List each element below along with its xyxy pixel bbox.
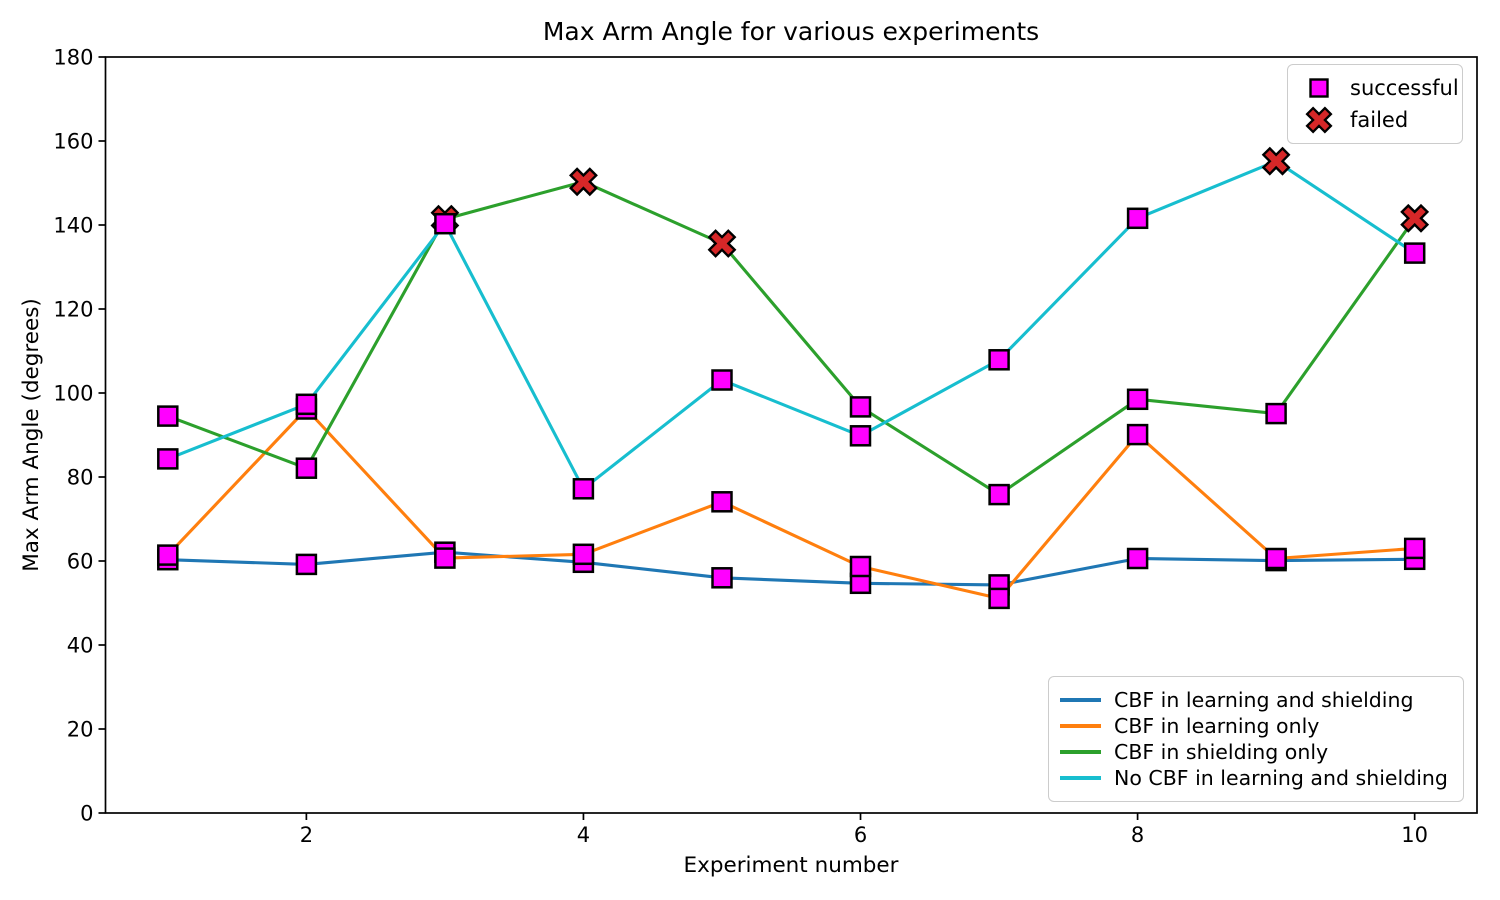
legend-label: No CBF in learning and shielding (1114, 766, 1448, 790)
y-tick-label: 80 (67, 466, 94, 490)
series-line-0 (166, 550, 1417, 587)
legend-label: CBF in learning and shielding (1114, 688, 1414, 712)
legend-item-series-0: CBF in learning and shielding (1049, 687, 1463, 713)
x-tick-label: 4 (577, 823, 590, 847)
y-tick-label: 180 (53, 46, 93, 70)
y-tick-label: 140 (53, 214, 93, 238)
successful-square-icon (1309, 78, 1329, 98)
marker-successful (711, 369, 733, 391)
legend-square-glyph (1309, 78, 1329, 98)
line-legend: CBF in learning and shielding CBF in lear… (1048, 676, 1464, 802)
marker-successful (849, 396, 872, 418)
marker-successful (295, 457, 318, 479)
marker-successful (1126, 547, 1149, 570)
marker-successful (1126, 388, 1149, 411)
y-axis-ticks: 0 20 40 60 80 100 120 140 160 180 (53, 46, 106, 826)
marker-successful (434, 212, 456, 235)
marker-successful (849, 425, 872, 447)
marker-legend: successful failed (1287, 64, 1463, 144)
plot-frame-rect (104, 56, 1478, 814)
marker-successful (849, 555, 872, 578)
x-tick-label: 8 (1131, 823, 1144, 847)
x-tick-label: 6 (854, 823, 867, 847)
x-tick-label: 10 (1401, 823, 1428, 847)
marker-successful (295, 393, 318, 416)
legend-line-swatch (1060, 776, 1101, 780)
marker-successful (711, 491, 733, 513)
marker-successful (157, 544, 179, 566)
series-line-3 (166, 159, 1417, 491)
legend-label: CBF in shielding only (1114, 740, 1329, 764)
marker-failed (707, 229, 737, 258)
marker-successful (1265, 547, 1287, 570)
marker-successful (434, 547, 456, 569)
marker-failed (1400, 203, 1430, 233)
marker-successful (988, 349, 1010, 371)
legend-label: successful (1350, 76, 1459, 100)
legend-label: failed (1350, 108, 1409, 132)
marker-failed (568, 167, 598, 197)
marker-failed (1261, 146, 1291, 176)
legend-label: CBF in learning only (1114, 714, 1320, 738)
y-tick-label: 160 (53, 130, 93, 154)
legend-item-failed: failed (1288, 104, 1462, 136)
marker-successful (572, 543, 595, 566)
legend-item-series-2: CBF in shielding only (1049, 739, 1463, 765)
failed-x-icon (1305, 106, 1333, 134)
marker-successful (1126, 207, 1149, 230)
series-line-2 (166, 180, 1417, 497)
y-tick-label: 0 (80, 802, 93, 826)
marker-successful (711, 567, 733, 589)
x-tick-label: 2 (300, 823, 313, 847)
data-markers (157, 146, 1430, 610)
legend-item-series-1: CBF in learning only (1049, 713, 1463, 739)
marker-successful (988, 587, 1010, 610)
legend-item-series-3: No CBF in learning and shielding (1049, 765, 1463, 791)
marker-successful (295, 553, 318, 576)
y-axis-label: Max Arm Angle (degrees) (19, 298, 44, 572)
y-tick-label: 40 (67, 634, 94, 658)
y-tick-label: 60 (67, 550, 94, 574)
plot-frame (104, 56, 1478, 814)
y-tick-label: 120 (53, 298, 93, 322)
marker-successful (157, 405, 179, 427)
legend-x-glyph (1305, 106, 1333, 134)
marker-successful (988, 483, 1010, 506)
marker-successful (1403, 537, 1426, 560)
legend-line-swatch (1060, 750, 1101, 754)
series-lines (166, 159, 1417, 600)
legend-line-swatch (1060, 698, 1101, 702)
legend-line-swatch (1060, 724, 1101, 728)
x-axis-ticks: 2 4 6 8 10 (300, 813, 1428, 847)
marker-successful (157, 448, 179, 470)
series-line-1 (166, 407, 1417, 600)
y-tick-label: 20 (67, 718, 94, 742)
chart-title: Max Arm Angle for various experiments (543, 17, 1039, 46)
marker-successful (1265, 402, 1287, 425)
marker-successful (572, 478, 595, 500)
x-axis-label: Experiment number (684, 853, 899, 878)
legend-item-successful: successful (1288, 72, 1462, 104)
marker-successful (1126, 423, 1149, 446)
marker-successful (1403, 242, 1426, 264)
y-tick-label: 100 (53, 382, 93, 406)
